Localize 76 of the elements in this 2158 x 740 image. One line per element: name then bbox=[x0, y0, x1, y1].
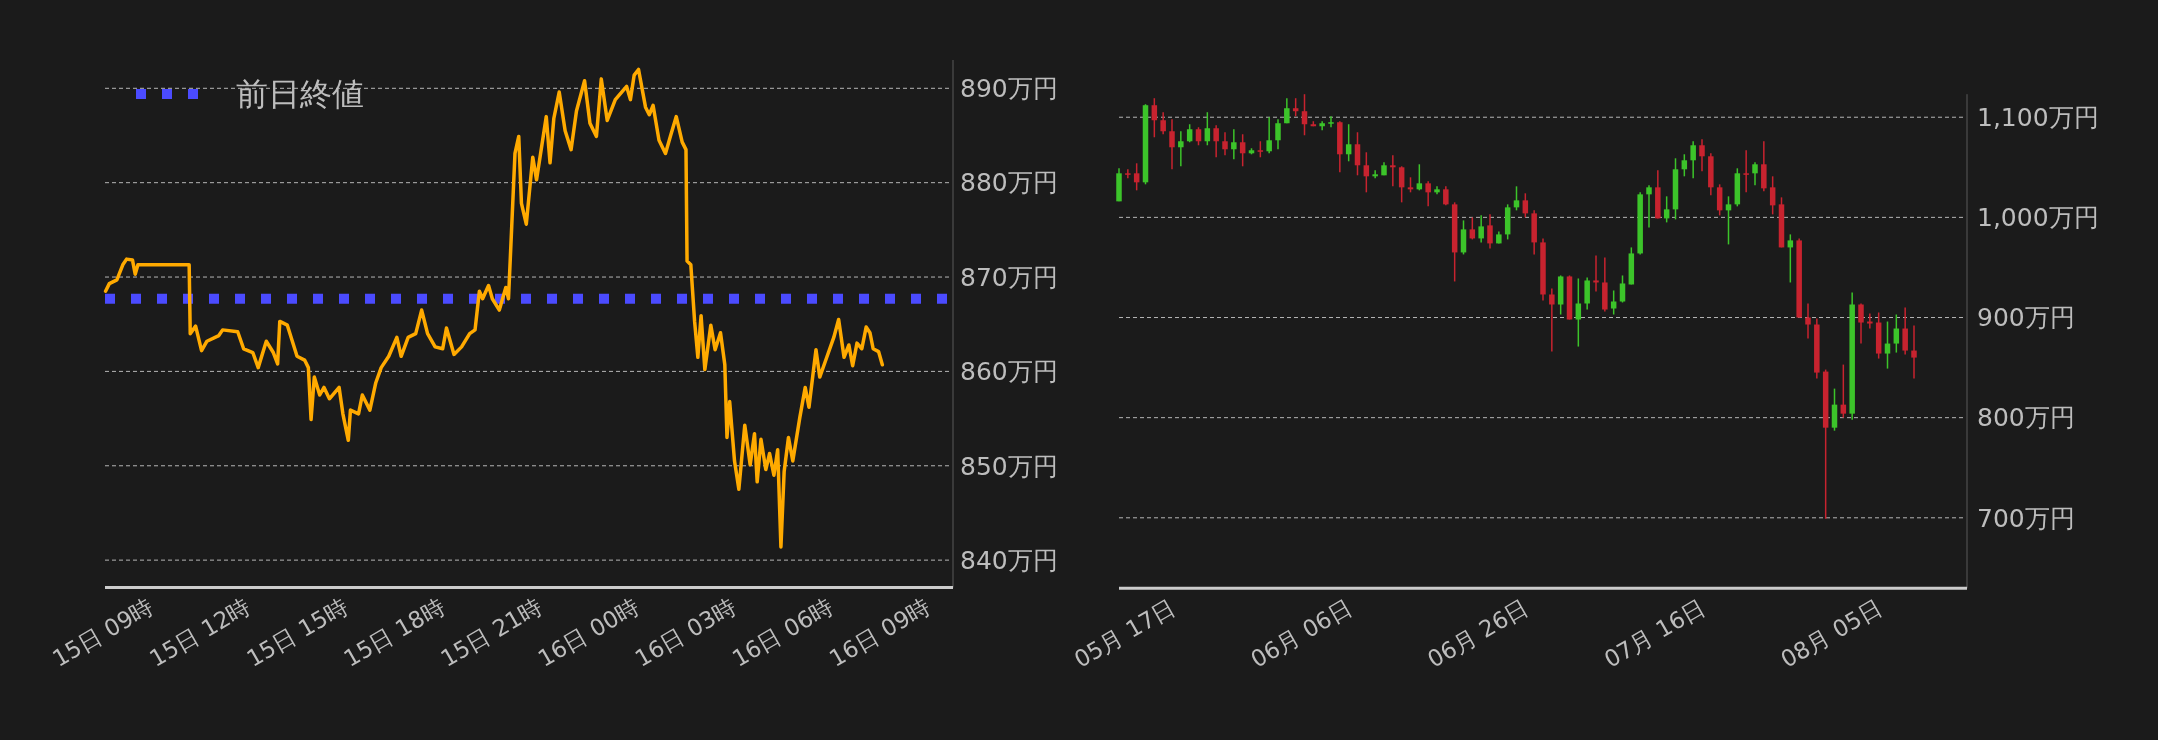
candlestick bbox=[1443, 185, 1449, 207]
x-tick-label: 06月 26日 bbox=[1422, 594, 1533, 673]
candlestick bbox=[1169, 118, 1175, 171]
candlestick bbox=[1178, 130, 1184, 168]
candlestick bbox=[1831, 387, 1838, 432]
candlestick bbox=[1584, 276, 1590, 311]
candlestick bbox=[1416, 163, 1423, 192]
candlestick bbox=[1469, 216, 1476, 241]
candlestick bbox=[1893, 313, 1900, 354]
candlestick bbox=[1884, 320, 1891, 370]
y-tick-label: 890万円 bbox=[960, 74, 1058, 104]
y-tick-label: 800万円 bbox=[1977, 403, 2075, 433]
candlestick bbox=[1186, 123, 1193, 144]
candlestick bbox=[1133, 162, 1140, 192]
candlestick bbox=[1840, 363, 1847, 419]
x-tick-label: 06月 06日 bbox=[1246, 594, 1357, 673]
legend-label: 前日終値 bbox=[236, 75, 364, 114]
y-tick-label: 850万円 bbox=[960, 451, 1058, 481]
x-tick-label: 08月 05日 bbox=[1776, 594, 1887, 673]
y-tick-label: 870万円 bbox=[960, 262, 1058, 292]
y-tick-label: 880万円 bbox=[960, 168, 1058, 198]
y-tick-label: 1,000万円 bbox=[1977, 203, 2099, 233]
candlestick bbox=[1867, 312, 1873, 330]
candlestick bbox=[1151, 97, 1158, 139]
y-tick-label: 860万円 bbox=[960, 357, 1058, 387]
candlestick bbox=[1345, 123, 1352, 163]
y-tick-label: 700万円 bbox=[1977, 503, 2075, 533]
candlestick bbox=[1372, 169, 1378, 180]
candlestick bbox=[1266, 116, 1272, 155]
candlestick bbox=[1425, 180, 1431, 208]
candlestick bbox=[1725, 195, 1732, 246]
candlestick bbox=[1204, 111, 1211, 147]
candlestick bbox=[1646, 184, 1652, 229]
candlestick bbox=[1805, 302, 1811, 340]
y-tick-label: 900万円 bbox=[1977, 303, 2075, 333]
candlestick bbox=[1593, 254, 1599, 293]
candlestick bbox=[1363, 151, 1370, 194]
candlestick bbox=[1478, 214, 1484, 244]
candlestick bbox=[1195, 126, 1202, 147]
x-tick-label: 05月 17日 bbox=[1069, 594, 1180, 673]
candlestick bbox=[1769, 175, 1776, 216]
candlestick bbox=[1328, 115, 1334, 128]
candlestick bbox=[1354, 131, 1361, 177]
candlestick bbox=[1398, 165, 1405, 204]
candlestick bbox=[1275, 118, 1281, 151]
candlestick bbox=[1460, 219, 1467, 256]
candlestick bbox=[1213, 124, 1219, 159]
candlestick bbox=[1522, 192, 1529, 219]
candlestick bbox=[1690, 140, 1696, 180]
candlestick bbox=[1663, 195, 1670, 224]
candlestick bbox=[1239, 133, 1246, 168]
candlestick bbox=[1513, 185, 1520, 212]
candlestick bbox=[1610, 289, 1617, 316]
y-tick-label: 1,100万円 bbox=[1977, 102, 2099, 132]
candlestick bbox=[1716, 183, 1723, 217]
candlestick bbox=[1487, 213, 1493, 250]
candlestick bbox=[1911, 324, 1917, 380]
candlestick bbox=[1125, 168, 1131, 180]
candlestick bbox=[1858, 302, 1864, 345]
candlestick bbox=[1284, 97, 1290, 124]
candlestick bbox=[1743, 149, 1749, 194]
y-tick-label: 840万円 bbox=[960, 545, 1058, 575]
candlestick bbox=[1699, 138, 1705, 173]
candlestick bbox=[1549, 287, 1555, 353]
candlestick bbox=[1390, 154, 1396, 188]
candlestick bbox=[1575, 277, 1582, 348]
candlestick bbox=[1619, 274, 1626, 304]
candlestick bbox=[1231, 128, 1237, 161]
candlestick bbox=[1787, 233, 1794, 284]
candlestick bbox=[1681, 153, 1688, 178]
candlestick bbox=[1301, 93, 1308, 137]
x-tick-label: 07月 16日 bbox=[1599, 594, 1710, 673]
candlestick bbox=[1222, 131, 1228, 157]
candlestick bbox=[1752, 161, 1758, 187]
candlestick bbox=[1160, 111, 1166, 136]
candlestick bbox=[1902, 306, 1908, 356]
